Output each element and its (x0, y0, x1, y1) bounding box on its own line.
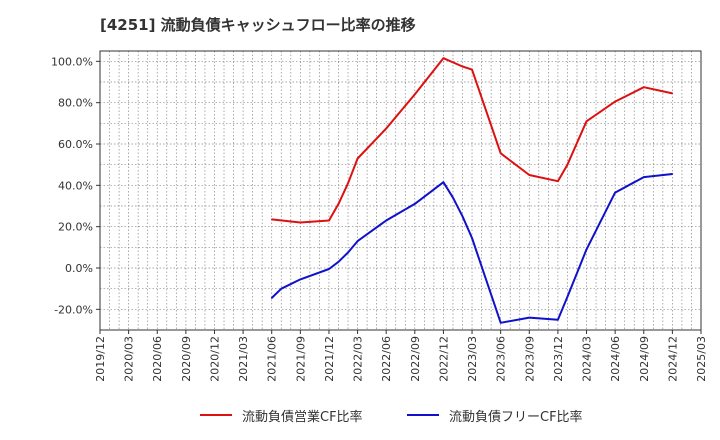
data-point-0 (499, 152, 502, 155)
data-point-0 (614, 100, 616, 103)
data-point-1 (337, 261, 340, 263)
data-point-1 (280, 287, 283, 290)
legend-item-1: 流動負債フリーCF比率 (407, 402, 583, 428)
data-point-1 (461, 215, 464, 218)
data-point-0 (442, 57, 445, 60)
data-point-0 (461, 65, 464, 68)
y-tick-label: -20.0% (54, 303, 93, 316)
data-point-0 (270, 218, 273, 221)
legend: 流動負債営業CF比率 流動負債フリーCF比率 (0, 402, 720, 428)
data-point-1 (614, 191, 616, 194)
data-point-1 (642, 176, 645, 178)
data-point-1 (585, 248, 588, 251)
x-tick-label: 2022/06 (380, 336, 393, 382)
plot-frame (99, 50, 702, 331)
data-point-0 (566, 163, 569, 166)
data-point-0 (414, 93, 416, 96)
x-tick-label: 2020/06 (151, 336, 164, 382)
data-point-1 (528, 316, 531, 319)
data-point-1 (442, 181, 445, 184)
data-point-0 (356, 157, 359, 160)
x-tick-label: 2020/09 (180, 336, 193, 382)
data-point-0 (528, 174, 531, 176)
data-point-0 (328, 219, 330, 222)
x-tick-label: 2022/09 (409, 336, 422, 382)
data-point-0 (299, 221, 302, 224)
x-tick-label: 2021/12 (323, 336, 336, 382)
x-tick-label: 2022/12 (437, 336, 450, 382)
data-point-1 (347, 251, 349, 254)
x-tick-label: 2023/09 (523, 336, 536, 382)
data-point-0 (385, 127, 387, 130)
data-point-1 (270, 297, 273, 299)
x-tick-label: 2025/03 (695, 336, 708, 382)
x-tick-label: 2021/03 (237, 336, 250, 382)
data-point-1 (452, 196, 454, 199)
x-tick-label: 2024/06 (609, 336, 622, 382)
chart-title: [4251] 流動負債キャッシュフロー比率の推移 (100, 16, 416, 34)
data-point-1 (566, 296, 569, 298)
x-tick-label: 2023/06 (495, 336, 508, 382)
data-point-1 (499, 321, 502, 324)
x-tick-label: 2021/09 (294, 336, 307, 382)
y-tick-label: 80.0% (58, 97, 93, 110)
x-tick-label: 2022/03 (352, 336, 365, 382)
grid (100, 51, 701, 330)
legend-swatch-1 (407, 414, 439, 416)
x-tick-label: 2019/12 (94, 336, 107, 382)
axes: 100.0% 80.0% 60.0% 40.0% 20.0% 0.0% -20.0% 2019… (51, 50, 708, 382)
data-point-0 (557, 180, 559, 182)
data-point-0 (347, 182, 349, 185)
data-point-1 (356, 240, 359, 242)
legend-label-1: 流動負債フリーCF比率 (449, 409, 583, 425)
data-point-0 (671, 92, 674, 95)
data-point-0 (585, 120, 588, 123)
x-tick-label: 2020/03 (123, 336, 136, 382)
y-tick-label: 60.0% (58, 138, 93, 151)
data-point-1 (299, 278, 302, 281)
x-tick-label: 2020/12 (208, 336, 221, 382)
x-tick-label: 2024/12 (666, 336, 679, 382)
data-point-1 (328, 268, 330, 270)
x-tick-label: 2021/06 (266, 336, 279, 382)
y-tick-label: 20.0% (58, 221, 93, 234)
x-tick-label: 2024/09 (638, 336, 651, 382)
data-point-1 (471, 237, 473, 239)
legend-item-0: 流動負債営業CF比率 (200, 402, 363, 428)
y-tick-label: 40.0% (58, 179, 93, 192)
x-tick-label: 2023/12 (552, 336, 565, 382)
data-point-0 (471, 68, 473, 71)
data-point-0 (337, 203, 340, 205)
legend-swatch-0 (200, 414, 232, 416)
x-tick-label: 2024/03 (581, 336, 594, 382)
y-tick-label: 0.0% (65, 262, 93, 275)
data-point-1 (414, 203, 416, 205)
data-point-0 (642, 86, 645, 88)
y-tick-label: 100.0% (51, 55, 93, 68)
x-tick-label: 2023/03 (466, 336, 479, 382)
series (270, 57, 674, 324)
data-point-1 (385, 219, 387, 222)
legend-label-0: 流動負債営業CF比率 (242, 409, 363, 425)
data-point-1 (557, 318, 559, 321)
data-point-1 (671, 173, 674, 175)
